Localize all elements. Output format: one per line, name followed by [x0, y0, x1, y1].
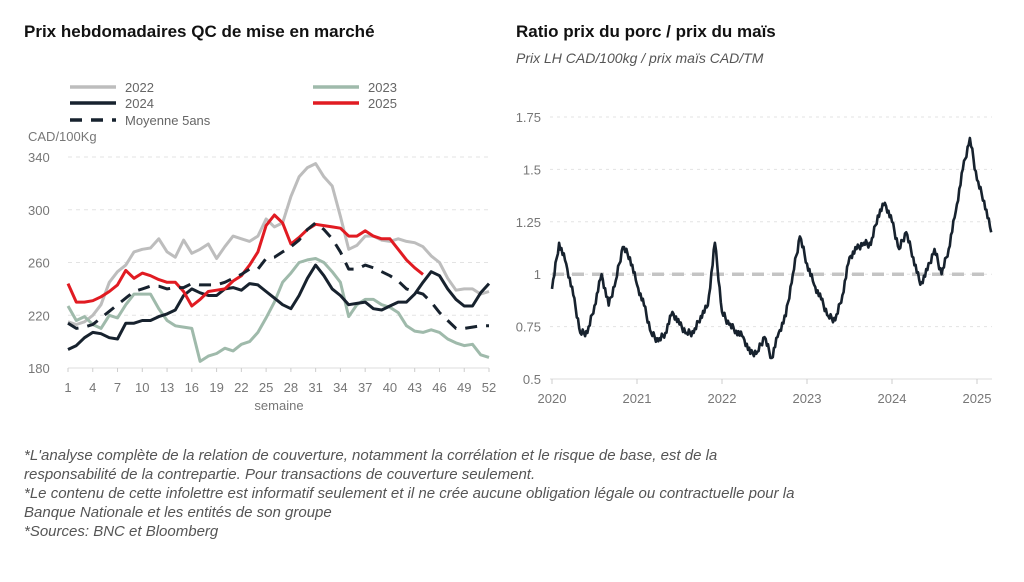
- legend-label: 2025: [368, 96, 397, 111]
- x-tick-label: 16: [185, 380, 199, 395]
- left-chart-title: Prix hebdomadaires QC de mise en marché: [24, 22, 375, 41]
- x-tick-label: 2021: [623, 391, 652, 406]
- x-axis-label: semaine: [254, 398, 303, 413]
- charts-canvas: 340 300 260 220 180 1 4 7 10 13 16 19 22 25 28 31 34 37 40…: [28, 80, 993, 413]
- legend-label: 2022: [125, 80, 154, 95]
- footnotes: *L'analyse complète de la relation de co…: [24, 446, 795, 541]
- x-tick-label: 37: [358, 380, 372, 395]
- y-axis-label: CAD/100Kg: [28, 129, 97, 144]
- series-line-moyenne-5ans: [67, 221, 489, 330]
- x-tick-label: 7: [114, 380, 121, 395]
- x-tick-label: 31: [308, 380, 322, 395]
- x-tick-label: 2025: [963, 391, 992, 406]
- legend-label: Moyenne 5ans: [125, 113, 211, 128]
- x-tick-label: 52: [482, 380, 496, 395]
- x-tick-label: 10: [135, 380, 149, 395]
- y-tick-label: 1.25: [516, 215, 541, 230]
- y-tick-label: 260: [28, 256, 50, 271]
- series-line-2025: [66, 213, 424, 308]
- y-tick-label: 0.75: [516, 320, 541, 335]
- y-tick-label: 180: [28, 361, 50, 376]
- x-tick-label: 28: [284, 380, 298, 395]
- series-line-ratio: [550, 136, 993, 360]
- x-tick-label: 49: [457, 380, 471, 395]
- x-tick-label: 4: [89, 380, 96, 395]
- x-tick-label: 13: [160, 380, 174, 395]
- y-tick-label: 0.5: [523, 372, 541, 387]
- x-tick-label: 2023: [793, 391, 822, 406]
- legend-label: 2023: [368, 80, 397, 95]
- x-tick-label: 2022: [708, 391, 737, 406]
- footnote-line: *L'analyse complète de la relation de co…: [24, 447, 718, 464]
- x-tick-label: 43: [407, 380, 421, 395]
- y-tick-label: 1: [534, 267, 541, 282]
- x-tick-label: 34: [333, 380, 347, 395]
- y-tick-label: 340: [28, 150, 50, 165]
- footnote-line: *Sources: BNC et Bloomberg: [24, 523, 219, 540]
- right-chart-title: Ratio prix du porc / prix du maïs: [516, 22, 776, 41]
- right-chart-subtitle: Prix LH CAD/100kg / prix maïs CAD/TM: [516, 50, 764, 66]
- y-tick-label: 1.5: [523, 162, 541, 177]
- series-line-2023: [66, 257, 490, 363]
- footnote-line: responsabilité de la contrepartie. Pour …: [24, 466, 536, 483]
- y-tick-label: 220: [28, 308, 50, 323]
- x-tick-label: 22: [234, 380, 248, 395]
- x-tick-label: 1: [64, 380, 71, 395]
- footnote-line: Banque Nationale et les entités de son g…: [24, 504, 332, 521]
- x-tick-label: 2024: [878, 391, 907, 406]
- x-tick-label: 40: [383, 380, 397, 395]
- series-line-2024: [67, 263, 491, 351]
- series-line-2022: [67, 162, 490, 326]
- y-tick-label: 1.75: [516, 110, 541, 125]
- legend-label: 2024: [125, 96, 154, 111]
- x-tick-label: 46: [432, 380, 446, 395]
- x-tick-label: 25: [259, 380, 273, 395]
- footnote-line: *Le contenu de cette infolettre est info…: [24, 485, 795, 502]
- y-tick-label: 300: [28, 203, 50, 218]
- x-tick-label: 19: [209, 380, 223, 395]
- x-tick-label: 2020: [538, 391, 567, 406]
